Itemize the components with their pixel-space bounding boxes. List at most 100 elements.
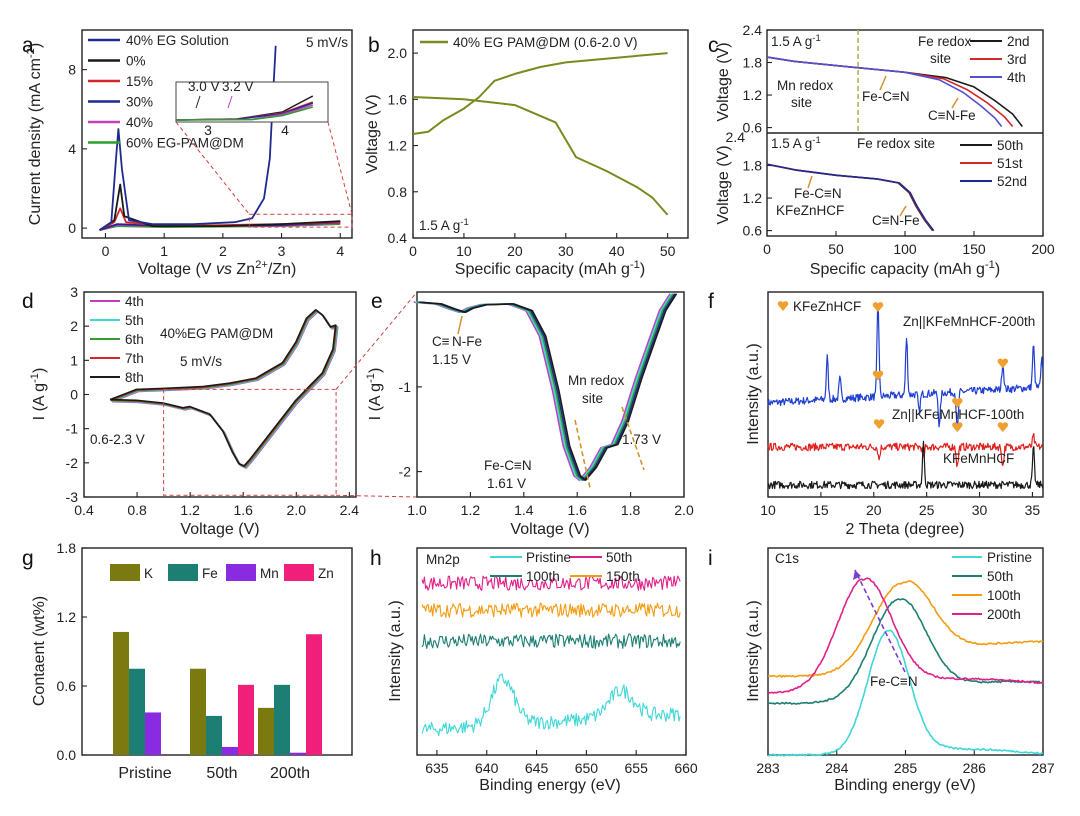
series-line-Pristine (421, 673, 681, 737)
panel-label: d (22, 290, 34, 313)
kfeznhcf-marker (997, 358, 1009, 369)
x-tick-label: 50 (828, 241, 844, 257)
x-tick-label: 1.2 (461, 502, 481, 518)
fe-cn-label: Fe-C≡N (862, 89, 910, 104)
series-line-52nd (767, 163, 935, 232)
series-line-charge (412, 52, 668, 135)
bar-K-Pristine (113, 631, 129, 755)
x-tick-label: 25 (919, 502, 935, 518)
legend-label: 100th (987, 588, 1021, 603)
legend-label: 3rd (1007, 52, 1027, 67)
x-tick-label: 150 (962, 241, 986, 257)
annotation-arrow (574, 419, 591, 489)
fe-redox-label: Fe redox (918, 34, 972, 49)
fe-cn-label-bottom: Fe-C≡N (794, 186, 842, 201)
x-tick-label: 1.6 (233, 502, 253, 518)
y-tick-label: 0 (70, 387, 78, 403)
series-line-150th (421, 602, 681, 618)
zoom-connector (175, 121, 250, 215)
x-tick-label: 15 (813, 502, 829, 518)
x-tick-label: 10 (456, 243, 472, 259)
legend-label: 4th (1007, 70, 1026, 85)
scan-rate-label: 5 mV/s (180, 354, 222, 369)
inset-annotation-3v: 3.0 V (188, 79, 220, 94)
legend-label: Zn (318, 566, 334, 581)
series-line-50th (421, 575, 681, 591)
y-axis-label: Intensity (a.u.) (745, 600, 762, 701)
panel-label: i (708, 547, 713, 570)
legend-label: 150th (606, 569, 640, 584)
shift-arrow-head (853, 570, 861, 580)
annotation-arrow (807, 175, 813, 189)
x-tick-label: 0.4 (74, 502, 94, 518)
series-line-8th (109, 308, 337, 467)
legend-label: K (144, 566, 153, 581)
x-tick-label: 35 (1025, 502, 1041, 518)
x-tick-label: 284 (825, 760, 849, 776)
legend-label: 60% EG-PAM@DM (126, 136, 244, 151)
y-tick-label: 0.6 (57, 678, 77, 694)
series-line-50th (767, 598, 1044, 705)
condition-label: 40%EG PAM@DM (160, 326, 273, 341)
annotation-arrow (879, 75, 887, 91)
mn-redox-label-2: site (791, 95, 812, 110)
fe-redox-label-2: site (930, 51, 951, 66)
x-tick-label: 655 (625, 760, 649, 776)
mn-redox-label: Mn redox (568, 373, 625, 388)
y-axis-label-top: Voltage (V) (715, 42, 732, 121)
rate-label: 1.5 A g-1 (419, 217, 469, 234)
x-tick-label: 30 (972, 502, 988, 518)
series-line-4 (420, 293, 678, 481)
panel-label: f (708, 290, 714, 313)
x-axis-label: Binding energy (eV) (479, 777, 620, 794)
category-label: 50th (206, 765, 237, 782)
y-axis-label: Contaent (wt%) (31, 596, 48, 706)
y-tick-label: 3 (70, 284, 78, 300)
kfeznhcf-marker (997, 422, 1009, 433)
legend-swatch (110, 564, 140, 581)
x-axis-label: Binding energy (eV) (834, 777, 975, 794)
series-line-2 (767, 440, 1044, 490)
series-line-4th (766, 56, 1003, 127)
series-line-0 (99, 45, 277, 231)
x-tick-label: 635 (425, 760, 449, 776)
y-axis-label: I (A g-1) (29, 368, 48, 421)
annotation-arrow (951, 97, 959, 109)
panel-label: a (22, 34, 34, 57)
y-tick-label: 0.6 (743, 223, 763, 239)
plot-frame (767, 291, 1044, 498)
bar-K-50th (190, 668, 206, 755)
legend-label: 40% (126, 115, 153, 130)
mn-redox-label-2: site (582, 391, 603, 406)
x-axis-label: Voltage (V) (510, 521, 589, 538)
shift-arrow (854, 569, 906, 673)
bar-Zn-200th (306, 634, 322, 755)
legend-swatch (168, 564, 198, 581)
series-label-200th: Zn||KFeMnHCF-200th (903, 314, 1035, 329)
y-axis-label: Current density (mA cm-2) (25, 43, 44, 225)
series-line-200th (767, 577, 1044, 694)
zoom-box (163, 388, 337, 496)
y-tick-label: 1 (70, 352, 78, 368)
x-tick-label: 0 (409, 243, 417, 259)
annotation-arrow (621, 406, 645, 471)
x-tick-label: 1.8 (621, 502, 641, 518)
y-tick-label: 0.6 (743, 120, 763, 136)
series-line-100th (767, 579, 1044, 678)
x-tick-label: 1.6 (567, 502, 587, 518)
legend-label: 50th (987, 569, 1013, 584)
y-axis-label: Voltage (V) (364, 94, 381, 173)
legend-swatch (284, 564, 314, 581)
inset-arrow (195, 95, 201, 109)
inset-line (175, 106, 314, 121)
mn2p-label: Mn2p (426, 552, 460, 567)
panel-b: 0 10 20 30 40 50 0.4 0.8 1.2 1.6 2.0 b Voltage (V) Sp… (364, 29, 689, 278)
x-tick-label: 1.2 (180, 502, 200, 518)
x-tick-label: 660 (674, 760, 698, 776)
c1s-label: C1s (775, 551, 799, 566)
y-tick-label: 8 (68, 62, 76, 78)
legend-marker (777, 301, 789, 311)
y-tick-label: -1 (399, 379, 412, 395)
x-tick-label: 2 (219, 243, 227, 259)
x-tick-label: 2.4 (340, 502, 360, 518)
